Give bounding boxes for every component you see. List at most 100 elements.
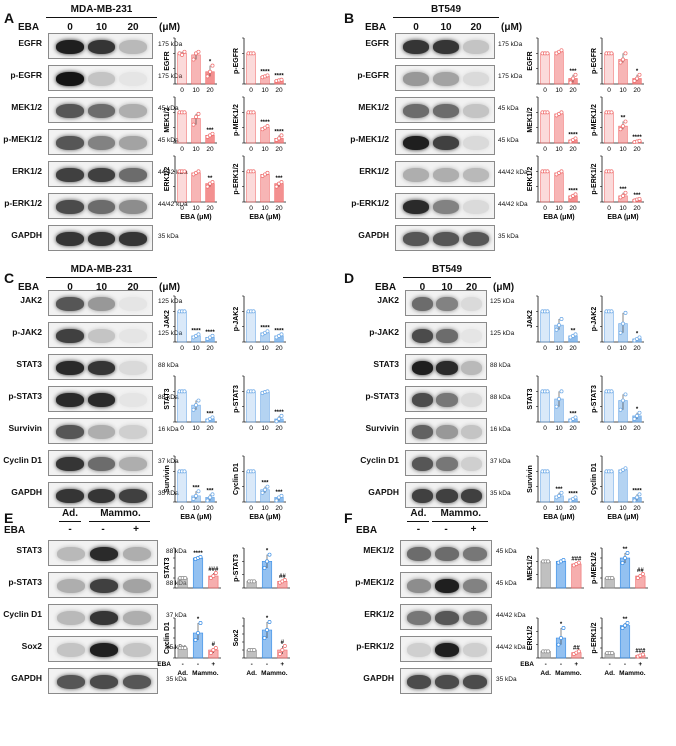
protein-band: [403, 200, 429, 214]
data-point: [620, 561, 625, 565]
x-tick-label: 10: [261, 205, 269, 212]
panel-letter: C: [4, 270, 15, 286]
significance-mark: ###: [635, 649, 646, 655]
data-point: [251, 469, 256, 474]
data-point: [623, 51, 628, 56]
panel-letter: E: [4, 510, 14, 526]
data-point: [638, 574, 643, 578]
data-point: [546, 649, 551, 654]
data-point: [182, 389, 187, 394]
western-blot-strip: [48, 322, 153, 348]
x-tick-label: 10: [555, 87, 563, 94]
protein-band: [403, 104, 429, 118]
x-tick-label: 20: [206, 425, 214, 432]
y-axis-label: Survivin: [527, 465, 534, 493]
significance-mark: ****: [632, 135, 642, 141]
y-axis-label: JAK2: [164, 310, 171, 328]
bar-chart: Survivin 0 *** 10 **** 20 EBA (μM): [527, 455, 580, 521]
bar: [246, 471, 256, 503]
bar: [540, 171, 550, 203]
data-point: [282, 644, 287, 648]
data-point: [640, 572, 645, 576]
data-point: [182, 169, 187, 174]
western-blot-strip: [48, 636, 158, 662]
data-point: [573, 415, 578, 420]
protein-band: [119, 168, 147, 182]
header-ad: Ad.: [61, 508, 79, 519]
bar: [604, 311, 614, 343]
ad-underline: [59, 521, 81, 522]
protein-band: [122, 547, 152, 561]
data-point: [191, 57, 196, 62]
y-axis-label: p-ERK1/2: [591, 163, 598, 194]
data-point: [251, 110, 256, 115]
kda-marker: 88 kDa: [158, 394, 179, 401]
x-tick-label: 20: [275, 87, 283, 94]
x-axis-label: EBA (μM): [249, 214, 280, 221]
bar: [192, 557, 204, 589]
significance-mark: **: [623, 547, 628, 553]
bar-chart: JAK2 0 **** 10 **** 20: [164, 295, 217, 352]
data-point: [623, 119, 628, 124]
data-point: [609, 469, 614, 474]
protein-band: [119, 200, 147, 214]
protein-band: [403, 40, 429, 54]
x-tick-label: 0: [180, 505, 184, 512]
protein-band: [463, 72, 489, 86]
significance-mark: ****: [191, 328, 201, 334]
data-point: [208, 69, 212, 74]
lane-label: 10: [95, 22, 108, 33]
data-point: [637, 72, 642, 77]
x-tick-label: 0: [249, 345, 253, 352]
protein-band: [463, 136, 489, 150]
x-tick-label: 20: [569, 345, 577, 352]
bar-chart: Sox2 * # - - + Ad. Mammo.: [233, 616, 290, 677]
data-point: [280, 648, 285, 652]
x-tick-label: 20: [633, 146, 641, 153]
bar: [177, 112, 187, 144]
protein-band: [87, 361, 116, 375]
data-point: [618, 407, 623, 412]
bar: [540, 391, 550, 423]
bar: [260, 391, 270, 423]
x-tick-label: 0: [249, 505, 253, 512]
data-point: [618, 127, 623, 132]
header-ad: Ad.: [410, 508, 427, 519]
kda-marker: 175 kDa: [158, 73, 183, 80]
western-blot-strip: [48, 450, 153, 476]
data-point: [265, 389, 270, 394]
data-point: [196, 169, 201, 174]
data-point: [210, 131, 215, 136]
protein-band: [122, 675, 152, 689]
protein-band: [87, 425, 116, 439]
blot-row-label: ERK1/2: [12, 166, 42, 176]
data-point: [623, 623, 627, 628]
bar-chart: STAT3 **** ###: [164, 547, 221, 589]
data-point: [610, 576, 615, 580]
kda-marker: 44/42 kDa: [158, 169, 188, 176]
protein-band: [460, 329, 483, 343]
data-point: [618, 60, 623, 65]
data-point: [265, 170, 270, 175]
data-point: [559, 490, 564, 495]
x-tick-label: -: [266, 661, 268, 668]
data-point: [545, 469, 550, 474]
data-point: [609, 110, 614, 115]
x-axis-label: EBA (μM): [249, 514, 280, 521]
y-axis-label: ERK1/2: [164, 167, 171, 192]
x-tick-label: -: [624, 661, 626, 668]
protein-band: [460, 457, 483, 471]
bar-chart: ERK1/2 * ## - - + EBA Ad. Mammo.: [520, 617, 584, 677]
eba-label: EBA: [365, 22, 387, 33]
x-tick-label: 10: [555, 146, 563, 153]
significance-mark: ##: [279, 574, 286, 580]
significance-mark: ##: [637, 568, 644, 574]
significance-mark: *: [266, 616, 269, 622]
x-tick-label: 20: [275, 345, 283, 352]
bar-chart: p-MEK1/2 0 **** 10 **** 20: [233, 96, 286, 153]
data-point: [208, 576, 213, 580]
lane-label: 20: [466, 282, 478, 293]
western-blot-strip: [395, 97, 495, 123]
bar: [177, 471, 187, 503]
data-point: [545, 51, 550, 56]
